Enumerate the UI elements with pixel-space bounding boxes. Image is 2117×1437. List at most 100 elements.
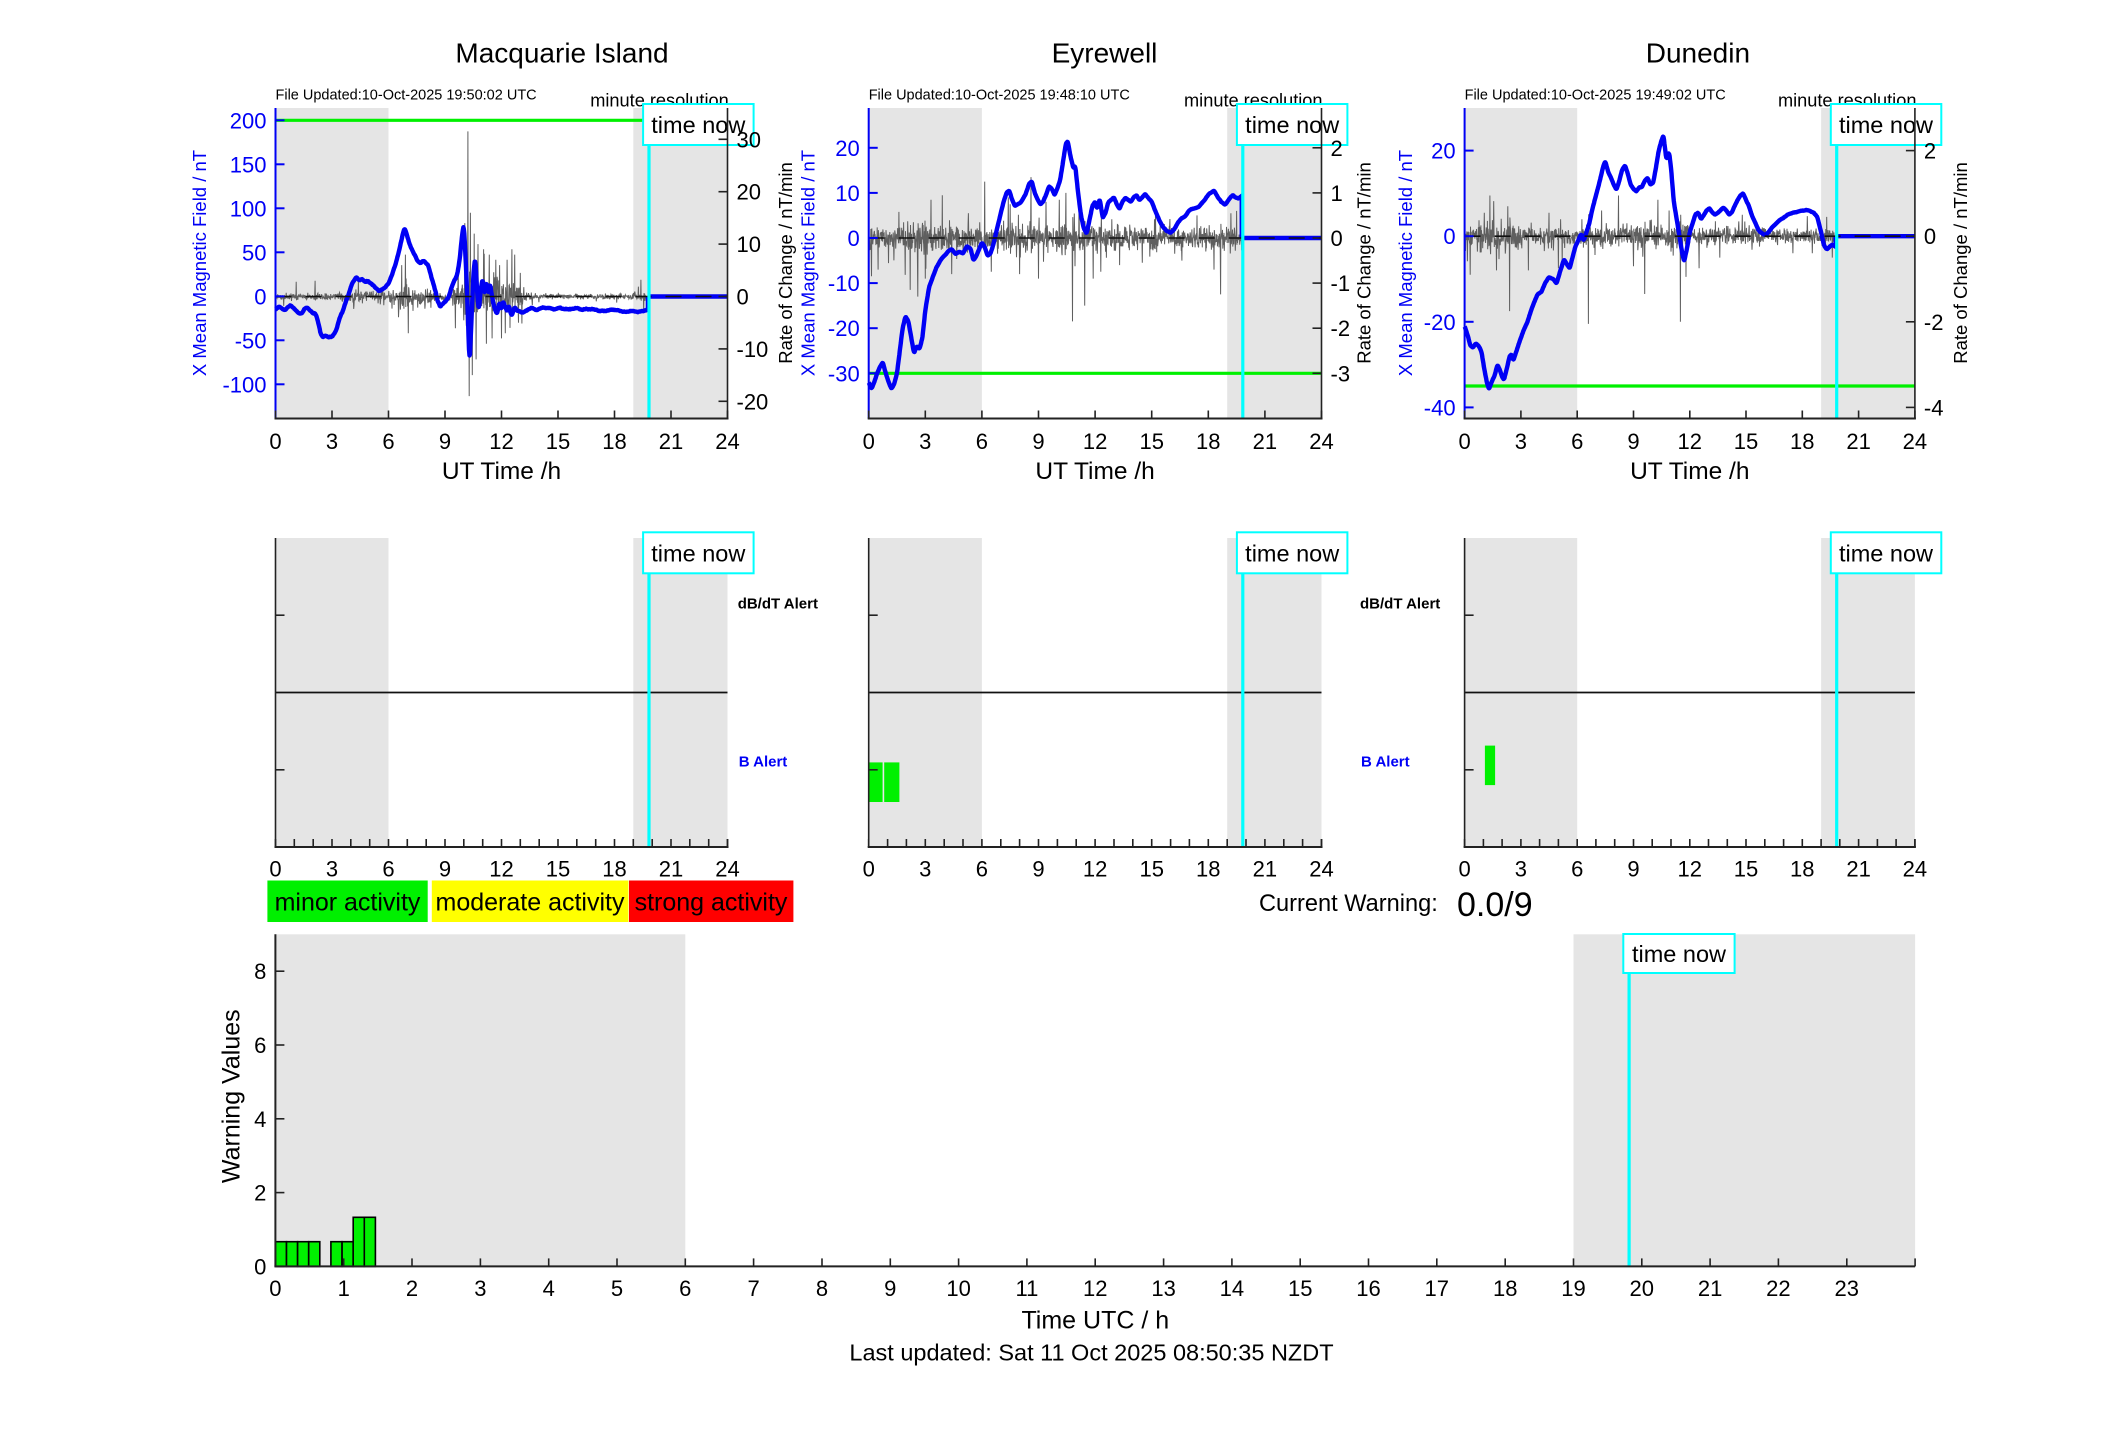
svg-text:18: 18 bbox=[1790, 857, 1814, 882]
svg-text:19: 19 bbox=[1561, 1276, 1585, 1301]
svg-text:time now: time now bbox=[1245, 112, 1340, 138]
svg-text:9: 9 bbox=[1032, 429, 1044, 454]
svg-text:6: 6 bbox=[382, 429, 394, 454]
svg-text:time now: time now bbox=[1632, 941, 1727, 967]
svg-text:6: 6 bbox=[976, 429, 988, 454]
svg-text:24: 24 bbox=[1903, 429, 1927, 454]
svg-text:UT Time /h: UT Time /h bbox=[442, 458, 561, 485]
svg-text:time now: time now bbox=[1839, 112, 1934, 138]
svg-text:6: 6 bbox=[679, 1276, 691, 1301]
svg-text:Rate of Change / nT/min: Rate of Change / nT/min bbox=[1950, 162, 1971, 364]
svg-text:3: 3 bbox=[919, 429, 931, 454]
svg-text:-30: -30 bbox=[828, 361, 860, 386]
svg-text:3: 3 bbox=[326, 857, 338, 882]
svg-text:20: 20 bbox=[835, 136, 859, 161]
svg-text:24: 24 bbox=[715, 857, 739, 882]
svg-text:21: 21 bbox=[1846, 429, 1870, 454]
svg-text:time now: time now bbox=[1245, 540, 1340, 566]
svg-text:0: 0 bbox=[847, 226, 859, 251]
svg-text:UT Time /h: UT Time /h bbox=[1630, 458, 1749, 485]
svg-text:21: 21 bbox=[1253, 857, 1277, 882]
svg-text:12: 12 bbox=[1678, 857, 1702, 882]
svg-text:-2: -2 bbox=[1924, 310, 1944, 335]
svg-text:12: 12 bbox=[1678, 429, 1702, 454]
svg-text:23: 23 bbox=[1835, 1276, 1859, 1301]
svg-text:3: 3 bbox=[1515, 857, 1527, 882]
svg-text:12: 12 bbox=[489, 857, 513, 882]
svg-text:9: 9 bbox=[1627, 429, 1639, 454]
svg-text:9: 9 bbox=[884, 1276, 896, 1301]
svg-text:0: 0 bbox=[863, 857, 875, 882]
svg-text:6: 6 bbox=[1571, 857, 1583, 882]
svg-text:2: 2 bbox=[406, 1276, 418, 1301]
svg-text:9: 9 bbox=[439, 429, 451, 454]
svg-text:18: 18 bbox=[1493, 1276, 1517, 1301]
svg-text:0: 0 bbox=[1458, 857, 1470, 882]
svg-text:15: 15 bbox=[1734, 857, 1758, 882]
svg-text:0: 0 bbox=[1924, 224, 1936, 249]
svg-text:20: 20 bbox=[1431, 139, 1455, 164]
svg-text:0: 0 bbox=[863, 429, 875, 454]
svg-text:15: 15 bbox=[546, 857, 570, 882]
svg-text:50: 50 bbox=[242, 240, 266, 265]
svg-text:-10: -10 bbox=[737, 337, 769, 362]
svg-text:18: 18 bbox=[1196, 857, 1220, 882]
svg-text:-100: -100 bbox=[222, 372, 266, 397]
svg-text:10: 10 bbox=[737, 232, 761, 257]
svg-text:10: 10 bbox=[946, 1276, 970, 1301]
svg-text:2: 2 bbox=[1924, 139, 1936, 164]
svg-text:22: 22 bbox=[1766, 1276, 1790, 1301]
svg-text:1: 1 bbox=[1331, 181, 1343, 206]
svg-text:time now: time now bbox=[651, 540, 746, 566]
svg-text:X Mean Magnetic Field / nT: X Mean Magnetic Field / nT bbox=[798, 150, 819, 376]
svg-text:5: 5 bbox=[611, 1276, 623, 1301]
svg-text:Warning Values: Warning Values bbox=[218, 1009, 246, 1183]
svg-text:Last updated: Sat 11 Oct 2025: Last updated: Sat 11 Oct 2025 08:50:35 N… bbox=[849, 1340, 1333, 1366]
svg-text:7: 7 bbox=[747, 1276, 759, 1301]
svg-text:6: 6 bbox=[382, 857, 394, 882]
svg-text:12: 12 bbox=[1083, 1276, 1107, 1301]
svg-text:Eyrewell: Eyrewell bbox=[1052, 38, 1158, 69]
svg-text:2: 2 bbox=[1331, 136, 1343, 161]
svg-text:File Updated:10-Oct-2025 19:48: File Updated:10-Oct-2025 19:48:10 UTC bbox=[869, 88, 1130, 104]
svg-text:6: 6 bbox=[1571, 429, 1583, 454]
svg-text:B Alert: B Alert bbox=[1361, 754, 1410, 771]
svg-text:14: 14 bbox=[1220, 1276, 1244, 1301]
svg-text:15: 15 bbox=[1734, 429, 1758, 454]
svg-text:24: 24 bbox=[1903, 857, 1927, 882]
svg-text:21: 21 bbox=[1253, 429, 1277, 454]
svg-text:18: 18 bbox=[1196, 429, 1220, 454]
svg-text:20: 20 bbox=[737, 180, 761, 205]
svg-text:-40: -40 bbox=[1424, 395, 1456, 420]
svg-text:3: 3 bbox=[1515, 429, 1527, 454]
svg-text:-3: -3 bbox=[1331, 361, 1351, 386]
svg-text:1: 1 bbox=[338, 1276, 350, 1301]
svg-text:-10: -10 bbox=[828, 271, 860, 296]
svg-text:18: 18 bbox=[602, 429, 626, 454]
svg-text:0: 0 bbox=[737, 285, 749, 310]
svg-text:17: 17 bbox=[1425, 1276, 1449, 1301]
svg-text:-20: -20 bbox=[737, 389, 769, 414]
svg-text:0: 0 bbox=[254, 284, 266, 309]
svg-text:Rate of Change / nT/min: Rate of Change / nT/min bbox=[775, 162, 796, 364]
svg-text:10: 10 bbox=[835, 181, 859, 206]
svg-text:16: 16 bbox=[1356, 1276, 1380, 1301]
svg-text:X Mean Magnetic Field / nT: X Mean Magnetic Field / nT bbox=[1395, 150, 1416, 376]
svg-text:time now: time now bbox=[1839, 540, 1934, 566]
svg-text:24: 24 bbox=[715, 429, 739, 454]
svg-text:minor activity: minor activity bbox=[275, 889, 421, 917]
svg-text:0: 0 bbox=[269, 1276, 281, 1301]
svg-text:9: 9 bbox=[439, 857, 451, 882]
svg-text:0.0/9: 0.0/9 bbox=[1457, 886, 1533, 924]
svg-text:B Alert: B Alert bbox=[739, 754, 788, 771]
svg-text:150: 150 bbox=[230, 152, 267, 177]
svg-text:0: 0 bbox=[1458, 429, 1470, 454]
svg-text:4: 4 bbox=[543, 1276, 555, 1301]
svg-text:4: 4 bbox=[254, 1107, 266, 1132]
svg-text:0: 0 bbox=[269, 429, 281, 454]
svg-text:3: 3 bbox=[919, 857, 931, 882]
svg-text:15: 15 bbox=[1288, 1276, 1312, 1301]
svg-text:9: 9 bbox=[1032, 857, 1044, 882]
svg-text:Dunedin: Dunedin bbox=[1646, 38, 1750, 69]
svg-text:File Updated:10-Oct-2025 19:50: File Updated:10-Oct-2025 19:50:02 UTC bbox=[276, 88, 537, 104]
